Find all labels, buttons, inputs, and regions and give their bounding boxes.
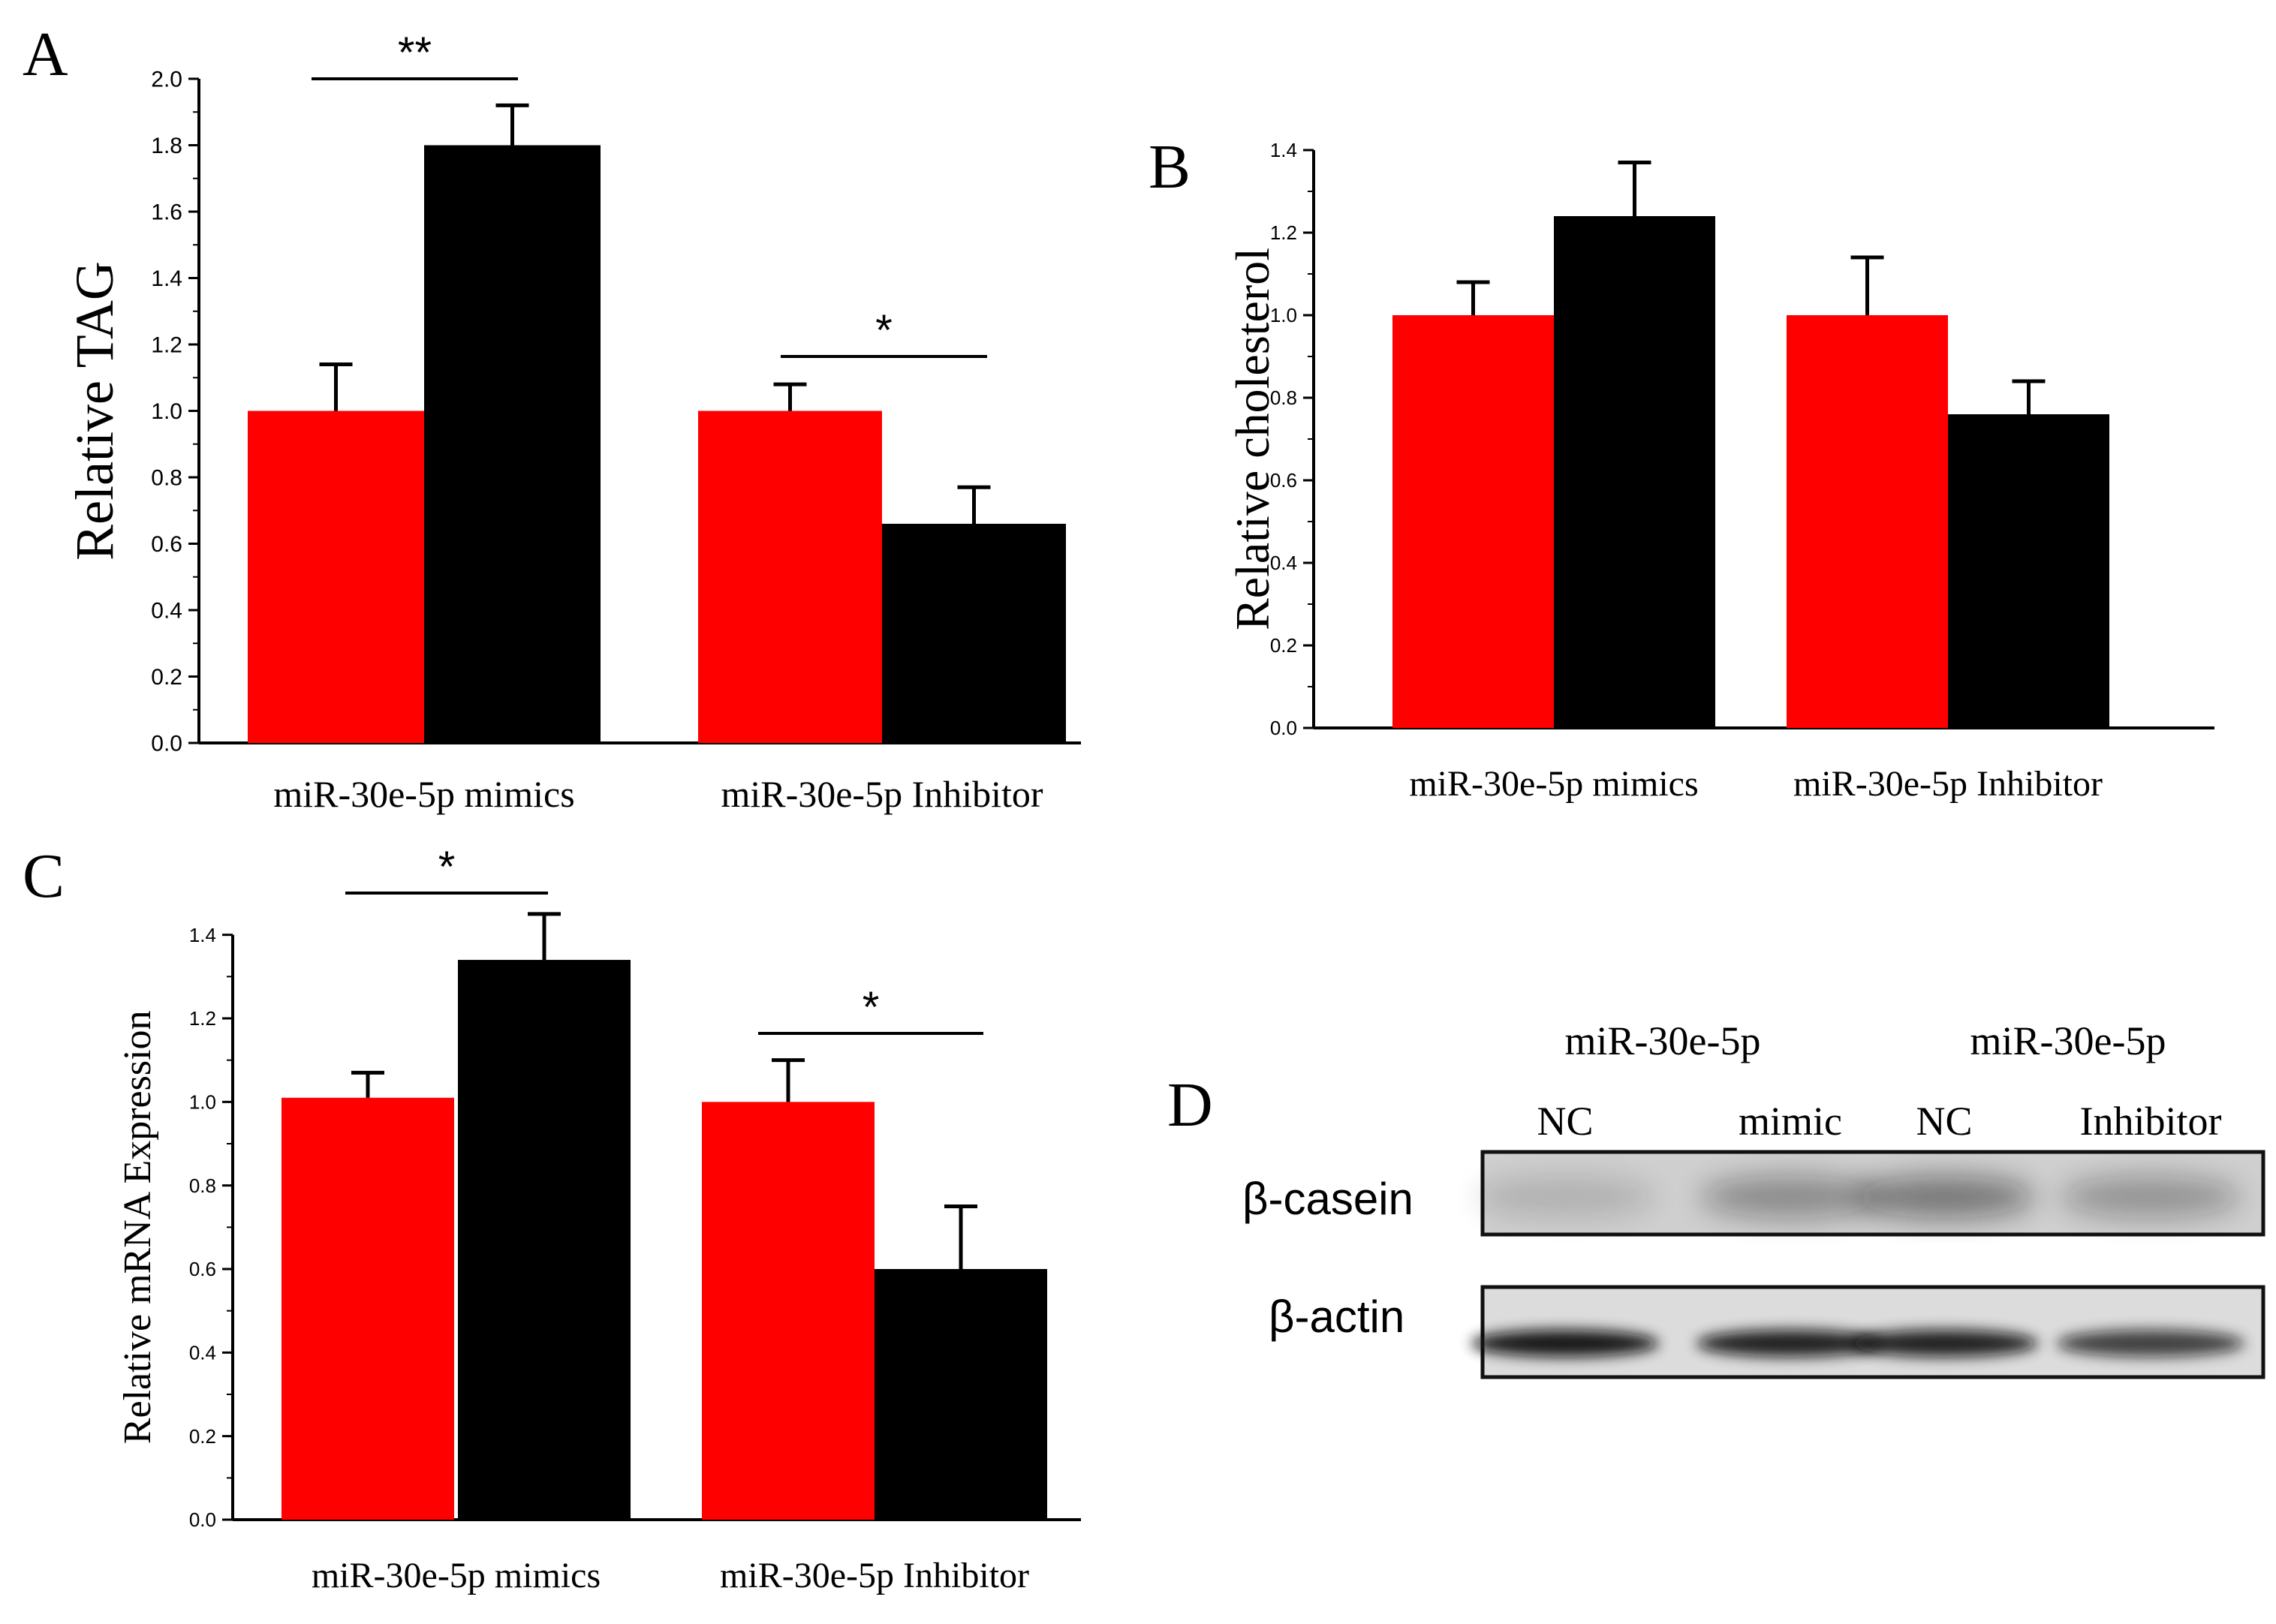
y-tick-label: 0.4 [189, 1341, 216, 1364]
panel-b-bars [1392, 161, 2109, 728]
y-tick-label: 0.8 [1270, 386, 1297, 409]
y-tick-label: 1.6 [151, 200, 182, 225]
blot-lane-label-mimic: mimic [1739, 1099, 1842, 1144]
bar-nc-inhibitor [1787, 315, 1948, 728]
significance-marker: ** [398, 29, 432, 77]
bar-nc-mimics [1392, 315, 1554, 728]
y-tick-label: 1.8 [151, 134, 182, 158]
y-tick-label: 0.8 [189, 1174, 216, 1197]
blot-group-label-inhibitor: miR-30e-5p [1970, 1018, 2166, 1063]
y-tick-label: 1.4 [189, 924, 216, 946]
y-tick-label: 1.4 [151, 266, 182, 291]
panel-b-chart: B 0.0 0.2 0.4 0.6 0.8 1.0 1.2 1.4 Relative chol… [1149, 132, 2214, 804]
bar-treatment-mimics [458, 960, 631, 1520]
y-tick-label: 1.2 [151, 333, 182, 358]
significance-marker: * [863, 983, 880, 1032]
bar-nc-mimics [281, 1097, 454, 1520]
bar-treatment-inhibitor [875, 1269, 1047, 1520]
casein-band [1854, 1176, 2034, 1218]
y-tick-label: 0.0 [1270, 717, 1297, 739]
panel-c-chart: C 0.00.20.40.60.81.01.21.4 ** Relative m… [23, 841, 1081, 1595]
panel-a-significance: *** [312, 29, 987, 358]
blot-row-label-actin: β-actin [1269, 1292, 1404, 1342]
panel-c-category-label-mimics: miR-30e-5p mimics [312, 1556, 601, 1595]
y-tick-label: 1.2 [1270, 221, 1297, 244]
y-tick-label: 1.0 [151, 399, 182, 424]
y-tick-label: 0.0 [151, 732, 182, 756]
panel-c-significance: ** [345, 843, 983, 1035]
panel-a-chart: A 0.00.20.40.60.81.01.21.41.61.82.0 *** … [23, 20, 1081, 815]
y-tick-label: 0.4 [151, 599, 182, 624]
blot-bands-casein [1475, 1176, 2241, 1218]
y-tick-label: 0.0 [189, 1508, 216, 1531]
panel-c-y-label: Relative mRNA Expression [116, 1010, 159, 1444]
panel-b-category-label-inhibitor: miR-30e-5p Inhibitor [1793, 764, 2103, 804]
y-tick-label: 0.6 [189, 1258, 216, 1280]
panel-b-category-label-mimics: miR-30e-5p mimics [1409, 764, 1698, 804]
panel-a-y-label: Relative TAG [65, 261, 125, 561]
bar-treatment-inhibitor [882, 523, 1066, 743]
panel-c-category-label-inhibitor: miR-30e-5p Inhibitor [720, 1556, 1029, 1595]
panel-b-axes: 0.0 0.2 0.4 0.6 0.8 1.0 1.2 1.4 [1270, 139, 2214, 739]
y-tick-label: 1.0 [189, 1090, 216, 1113]
y-tick-label: 0.6 [151, 532, 182, 557]
panel-a-category-label-inhibitor: miR-30e-5p Inhibitor [721, 773, 1043, 815]
y-tick-label: 0.2 [151, 665, 182, 690]
panel-a-category-label-mimics: miR-30e-5p mimics [273, 773, 574, 815]
panel-c-bars [281, 912, 1047, 1520]
bar-nc-mimics [248, 411, 424, 743]
actin-band [1471, 1330, 1659, 1357]
blot-row-label-casein: β-casein [1242, 1174, 1413, 1224]
bar-treatment-mimics [424, 145, 601, 743]
bar-treatment-inhibitor [1948, 414, 2109, 728]
panel-b-y-label: Relative cholesterol [1226, 248, 1279, 630]
panel-c-axes: 0.0 0.2 0.4 0.6 0.8 1.0 1.2 1.4 [189, 924, 1081, 1531]
y-tick-label: 1.0 [1270, 304, 1297, 326]
casein-band [2061, 1176, 2241, 1218]
panel-a-bars [248, 103, 1066, 743]
y-tick-label: 1.4 [1270, 139, 1297, 161]
bar-nc-inhibitor [698, 411, 882, 743]
blot-lane-label-inhibitor: Inhibitor [2080, 1099, 2222, 1144]
significance-marker: * [875, 306, 893, 355]
y-tick-label: 2.0 [151, 68, 182, 92]
panel-c-letter: C [23, 841, 65, 911]
blot-lane-label-nc-2: NC [1916, 1099, 1972, 1144]
blot-bands-actin [1471, 1330, 2244, 1357]
y-tick-label: 0.2 [189, 1425, 216, 1448]
casein-band [1475, 1176, 1655, 1218]
panel-a-letter: A [23, 20, 68, 89]
panel-d-western-blot: D miR-30e-5p miR-30e-5p NC mimic NC Inhi… [1167, 1018, 2265, 1379]
casein-band [1700, 1176, 1880, 1218]
bar-treatment-mimics [1554, 216, 1715, 728]
panel-d-letter: D [1167, 1070, 1213, 1140]
y-tick-label: 0.4 [1270, 552, 1297, 574]
actin-band [1696, 1330, 1884, 1357]
blot-lane-label-nc-1: NC [1537, 1099, 1593, 1144]
bar-nc-inhibitor [702, 1102, 875, 1520]
significance-marker: * [438, 843, 456, 892]
y-tick-label: 1.2 [189, 1007, 216, 1030]
actin-band [2057, 1330, 2244, 1357]
blot-group-label-mimic: miR-30e-5p [1565, 1018, 1761, 1063]
y-tick-label: 0.6 [1270, 469, 1297, 492]
panel-b-letter: B [1149, 132, 1191, 202]
y-tick-label: 0.8 [151, 466, 182, 491]
actin-band [1850, 1330, 2038, 1357]
y-tick-label: 0.2 [1270, 634, 1297, 657]
